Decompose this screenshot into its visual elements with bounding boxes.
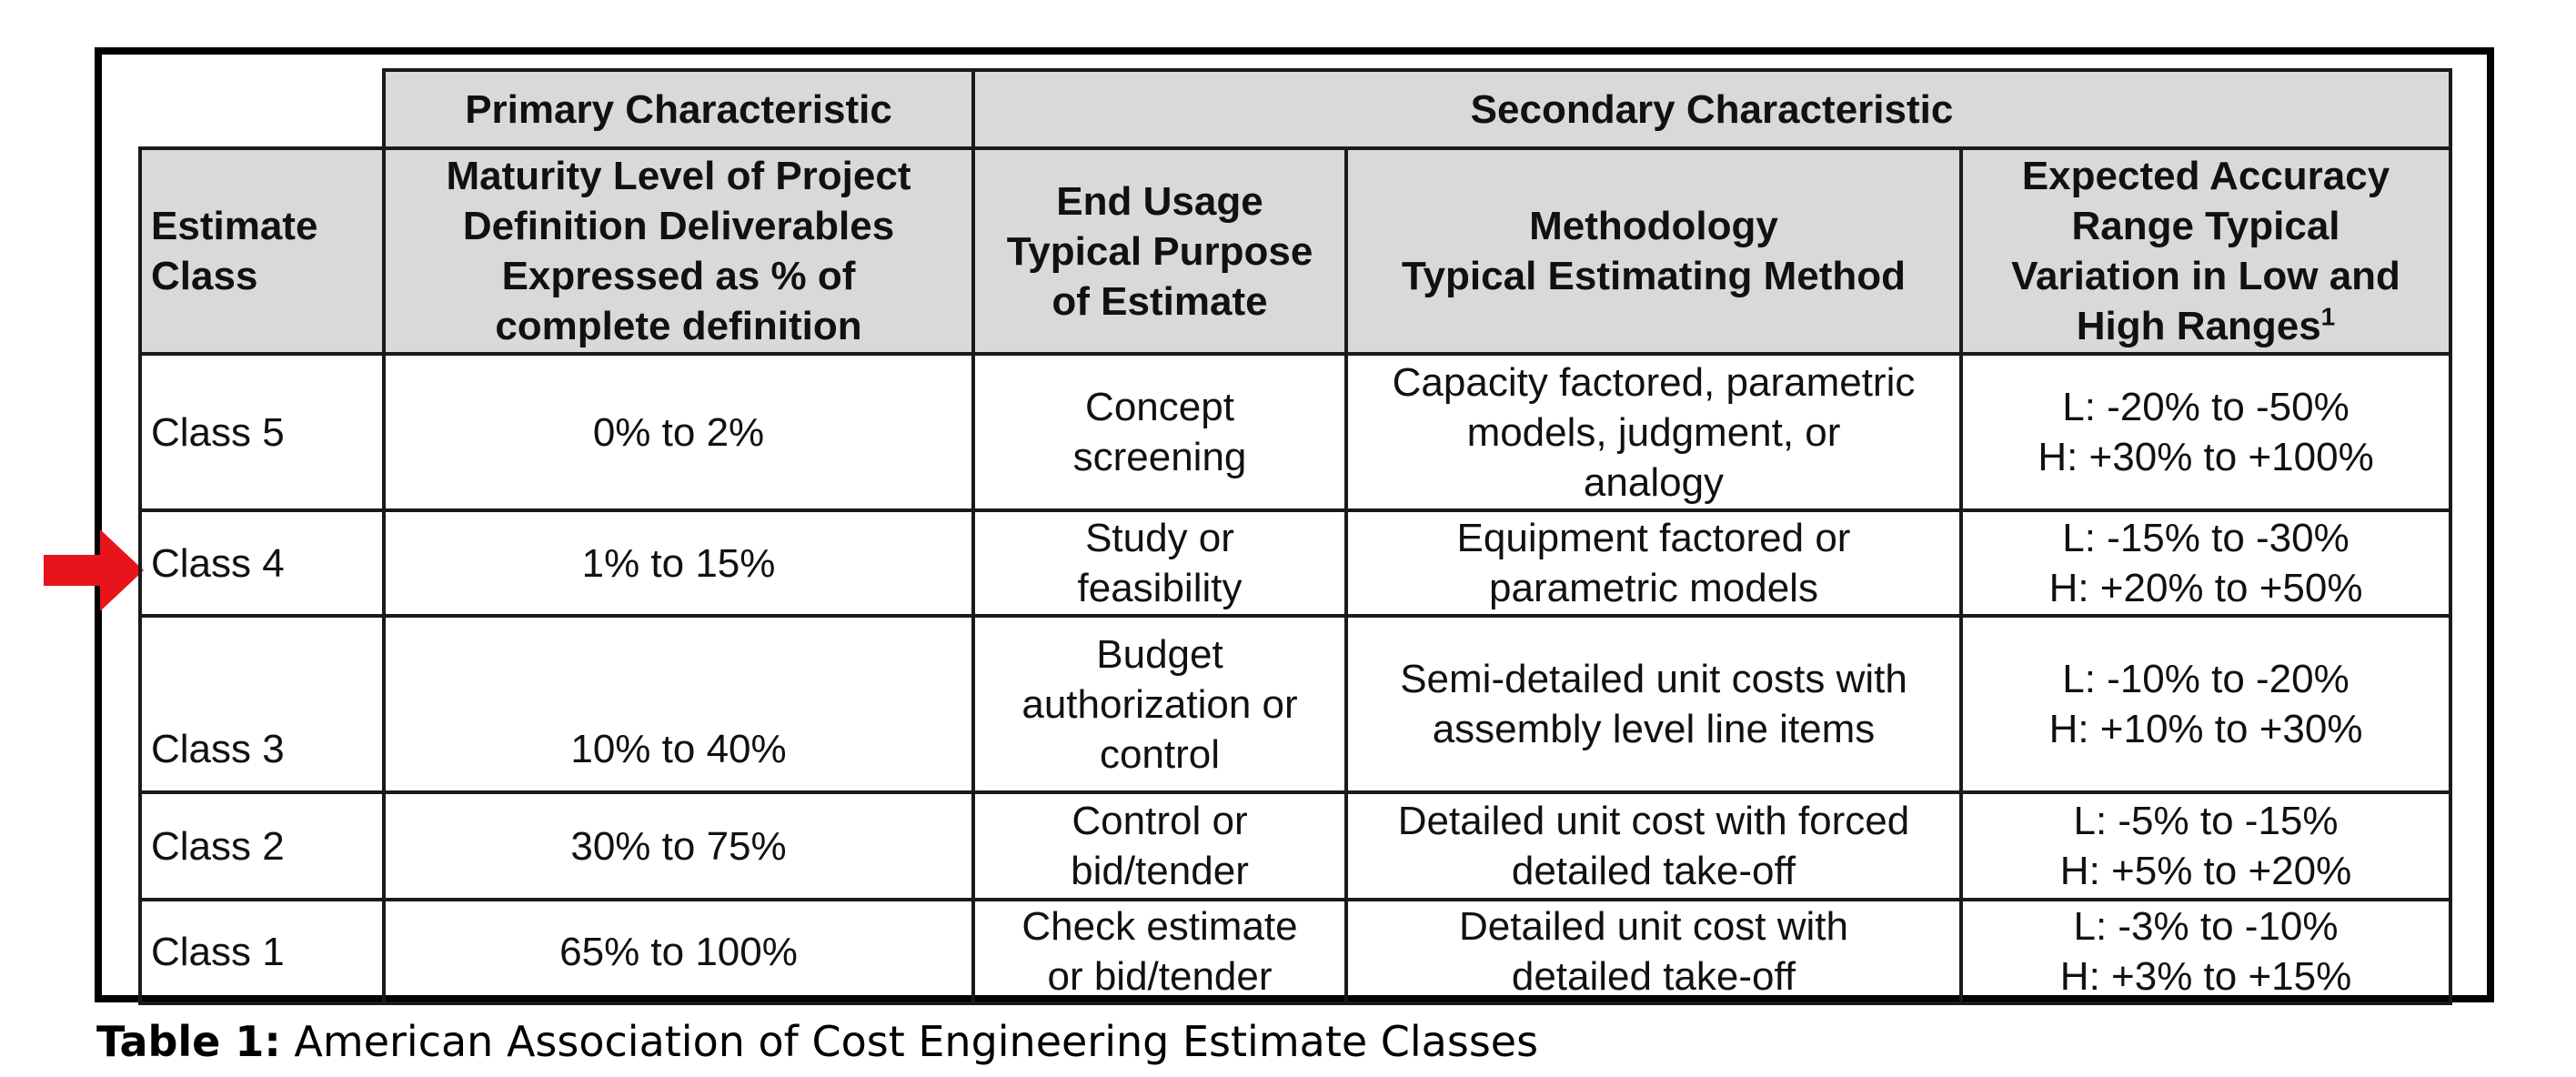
- end-usage-cell: Concept screening: [971, 352, 1348, 512]
- methodology-header: Methodology Typical Estimating Method: [1344, 146, 1963, 356]
- accuracy-cell: L: -3% to -10% H: +3% to +15%: [1958, 898, 2453, 1005]
- estimate-class-cell: Class 1: [138, 898, 386, 1005]
- estimate-class-cell: Class 5: [138, 352, 386, 512]
- estimate-class-header: Estimate Class: [138, 146, 386, 356]
- maturity-cell: 30% to 75%: [382, 790, 975, 901]
- accuracy-cell: L: -10% to -20% H: +10% to +30%: [1958, 614, 2453, 794]
- end-usage-cell: Control or bid/tender: [971, 790, 1348, 901]
- estimate-classes-table: Primary Characteristic Secondary Charact…: [138, 68, 2453, 1005]
- methodology-cell: Equipment factored or parametric models: [1344, 508, 1963, 618]
- methodology-cell: Detailed unit cost with detailed take-of…: [1344, 898, 1963, 1005]
- end-usage-header: End Usage Typical Purpose of Estimate: [971, 146, 1348, 356]
- estimate-class-cell: Class 4: [138, 508, 386, 618]
- methodology-cell: Semi-detailed unit costs with assembly l…: [1344, 614, 1963, 794]
- table-row: Class 1 65% to 100% Check estimate or bi…: [138, 898, 2453, 1005]
- expected-accuracy-header-text: Expected Accuracy Range Typical Variatio…: [2011, 154, 2400, 348]
- empty-corner-cell: [140, 70, 386, 150]
- estimate-class-cell: Class 3: [138, 614, 386, 794]
- right-arrow-icon: [44, 529, 144, 611]
- methodology-cell: Capacity factored, parametric models, ju…: [1344, 352, 1963, 512]
- accuracy-cell: L: -15% to -30% H: +20% to +50%: [1958, 508, 2453, 618]
- group-header-row: Primary Characteristic Secondary Charact…: [140, 68, 2453, 150]
- end-usage-cell: Budget authorization or control: [971, 614, 1348, 794]
- end-usage-cell: Study or feasibility: [971, 508, 1348, 618]
- table-row: Class 2 30% to 75% Control or bid/tender…: [138, 790, 2453, 901]
- column-header-row: Estimate Class Maturity Level of Project…: [138, 146, 2453, 356]
- end-usage-cell: Check estimate or bid/tender: [971, 898, 1348, 1005]
- secondary-characteristic-header: Secondary Characteristic: [971, 68, 2453, 150]
- table-caption: Table 1: American Association of Cost En…: [96, 1017, 1538, 1066]
- accuracy-cell: L: -5% to -15% H: +5% to +20%: [1958, 790, 2453, 901]
- methodology-cell: Detailed unit cost with forced detailed …: [1344, 790, 1963, 901]
- maturity-cell: 0% to 2%: [382, 352, 975, 512]
- maturity-cell: 10% to 40%: [382, 614, 975, 794]
- maturity-level-header: Maturity Level of Project Definition Del…: [382, 146, 975, 356]
- caption-text: American Association of Cost Engineering…: [280, 1017, 1539, 1066]
- expected-accuracy-header: Expected Accuracy Range Typical Variatio…: [1958, 146, 2453, 356]
- estimate-class-cell: Class 2: [138, 790, 386, 901]
- footnote-marker: 1: [2320, 302, 2336, 331]
- accuracy-cell: L: -20% to -50% H: +30% to +100%: [1958, 352, 2453, 512]
- primary-characteristic-header: Primary Characteristic: [382, 68, 975, 150]
- table-row: Class 5 0% to 2% Concept screening Capac…: [138, 352, 2453, 512]
- table-row: Class 3 10% to 40% Budget authorization …: [138, 614, 2453, 794]
- maturity-cell: 65% to 100%: [382, 898, 975, 1005]
- table-row: Class 4 1% to 15% Study or feasibility E…: [138, 508, 2453, 618]
- caption-label: Table 1:: [96, 1017, 281, 1066]
- maturity-cell: 1% to 15%: [382, 508, 975, 618]
